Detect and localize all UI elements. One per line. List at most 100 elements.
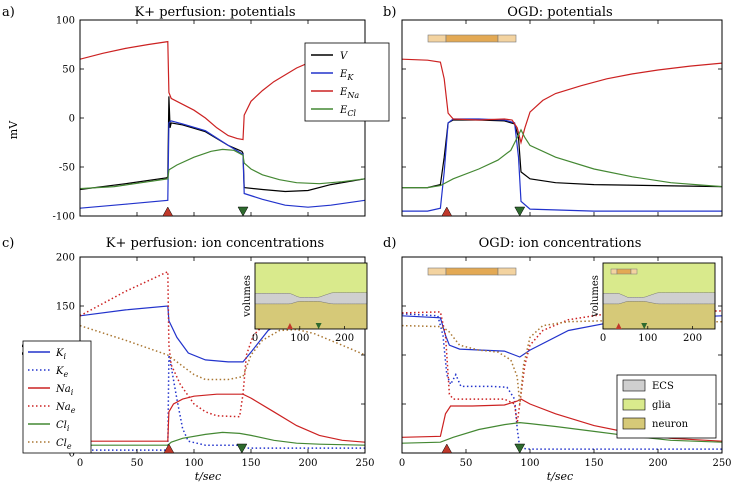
panel-b-label: b) — [383, 5, 396, 20]
inset-x-tick-label: 200 — [683, 333, 702, 344]
x-tick-label: 200 — [298, 458, 317, 469]
panel-d-title: OGD: ion concentrations — [479, 236, 642, 251]
inset-x-tick-label: 0 — [252, 333, 258, 344]
panel-b-title: OGD: potentials — [507, 5, 612, 20]
inset-start-marker-icon — [286, 323, 293, 329]
inset-bar-light-left — [610, 268, 618, 275]
y-tick-label: 100 — [56, 16, 75, 27]
panel-b-frame — [401, 19, 723, 217]
end-marker-icon — [236, 443, 248, 454]
panel-d-label: d) — [383, 236, 396, 251]
legend-d-label: ECS — [652, 381, 674, 392]
inset-frame — [602, 262, 716, 330]
legend-c-label: Nae — [55, 402, 76, 415]
panel-b-ticks — [401, 19, 723, 217]
x-tick-label: 250 — [355, 458, 374, 469]
inset-bar-dark — [616, 268, 632, 275]
inset-x-tick-label: 0 — [600, 333, 606, 344]
panel-a-legend: V EK ENa ECl — [304, 42, 390, 122]
legend-d-swatch — [622, 398, 646, 411]
end-marker-icon — [514, 443, 526, 454]
x-tick-label: 100 — [520, 458, 539, 469]
panel-c-legend: Ki Ke Nai Nae Cli Cle — [22, 340, 92, 454]
panel-d: d) OGD: ion concentrations t/sec 0 50 100 1… — [383, 236, 732, 483]
inset-ylabel: volumes — [242, 275, 253, 318]
panel-b-series — [402, 58, 722, 212]
inset-x-tick-label: 100 — [638, 333, 657, 344]
end-marker-icon — [237, 206, 249, 217]
panel-d-inset: 0 100 200 volumes — [590, 262, 716, 344]
panel-b-series-e-cl — [402, 128, 722, 189]
start-marker-icon — [441, 443, 453, 454]
panel-b: b) OGD: potentials — [383, 5, 723, 217]
inset-glia-area — [603, 263, 715, 298]
panel-c-series-cl-e — [80, 324, 365, 381]
x-tick-label: 250 — [712, 458, 731, 469]
panel-d-series-cl-e — [402, 319, 722, 405]
panel-d-series-k-e — [402, 313, 722, 450]
panel-b-markers — [441, 206, 526, 217]
y-tick-label: -100 — [53, 212, 75, 223]
panel-a-title: K+ perfusion: potentials — [134, 5, 295, 20]
panel-a-legend-box — [304, 42, 390, 122]
panel-c-markers — [163, 443, 248, 454]
inset-frame — [254, 262, 368, 330]
legend-a-label: ENa — [339, 87, 359, 100]
start-marker-icon — [162, 206, 174, 217]
x-tick-label: 200 — [648, 458, 667, 469]
panel-a-series-e-cl — [80, 148, 365, 190]
start-marker-icon — [163, 443, 175, 454]
panel-c-series-cl-i — [80, 431, 365, 446]
inset-end-marker-icon — [641, 323, 648, 329]
panel-b-series-v — [402, 119, 722, 189]
panel-d-markers — [441, 443, 526, 454]
x-tick-label: 50 — [460, 458, 473, 469]
panel-a-ticks: -100 -50 0 50 100 — [53, 16, 366, 223]
legend-c-label: Cli — [56, 420, 70, 433]
y-tick-label: 150 — [56, 302, 75, 313]
panel-a-label: a) — [2, 5, 15, 20]
legend-a-label: ECl — [339, 105, 356, 118]
panel-b-duration-bar — [427, 34, 517, 43]
inset-end-marker-icon — [315, 323, 322, 329]
panel-c-legend-box — [22, 340, 92, 454]
panel-b-series-e-na — [402, 58, 722, 145]
x-tick-label: 150 — [241, 458, 260, 469]
legend-a-label: EK — [339, 69, 354, 82]
panel-d-legend: ECS glia neuron — [616, 374, 717, 439]
inset-start-marker-icon — [615, 323, 622, 329]
inset-glia-area — [255, 263, 367, 298]
x-tick-label: 50 — [131, 458, 144, 469]
panel-b-bar-light-left — [427, 34, 447, 43]
legend-c-label: Ki — [55, 348, 66, 361]
legend-d-label: neuron — [652, 419, 689, 430]
inset-ylabel: volumes — [590, 275, 601, 318]
panel-a-ylabel: mV — [7, 120, 20, 139]
panel-c-xlabel: t/sec — [195, 470, 221, 483]
legend-c-label: Cle — [56, 438, 72, 451]
x-tick-label: 150 — [584, 458, 603, 469]
panel-b-series-e-k — [402, 118, 722, 212]
legend-c-label: Ke — [55, 366, 68, 379]
x-tick-label: 0 — [77, 458, 83, 469]
panel-c-label: c) — [2, 236, 14, 251]
inset-x-tick-label: 100 — [290, 333, 309, 344]
panel-d-bar-dark — [445, 267, 499, 276]
panel-c-title: K+ perfusion: ion concentrations — [106, 236, 324, 251]
legend-d-label: glia — [652, 400, 671, 411]
panel-c-inset: 0 100 200 volumes — [242, 262, 368, 344]
y-tick-label: 0 — [69, 449, 75, 460]
x-tick-label: 100 — [184, 458, 203, 469]
panel-a-series — [80, 40, 365, 209]
inset-ecs-area — [602, 292, 716, 305]
panel-b-bar-light-right — [497, 34, 517, 43]
x-tick-label: 0 — [399, 458, 405, 469]
y-tick-label: 50 — [62, 65, 75, 76]
panel-a-markers — [162, 206, 249, 217]
y-tick-label: 0 — [69, 114, 75, 125]
y-tick-label: -50 — [59, 163, 75, 174]
panel-d-bar-light-right — [497, 267, 517, 276]
panel-c-series-na-i — [80, 393, 365, 443]
panel-a: a) K+ perfusion: potentials mV -100 -50 0 5… — [2, 5, 390, 223]
